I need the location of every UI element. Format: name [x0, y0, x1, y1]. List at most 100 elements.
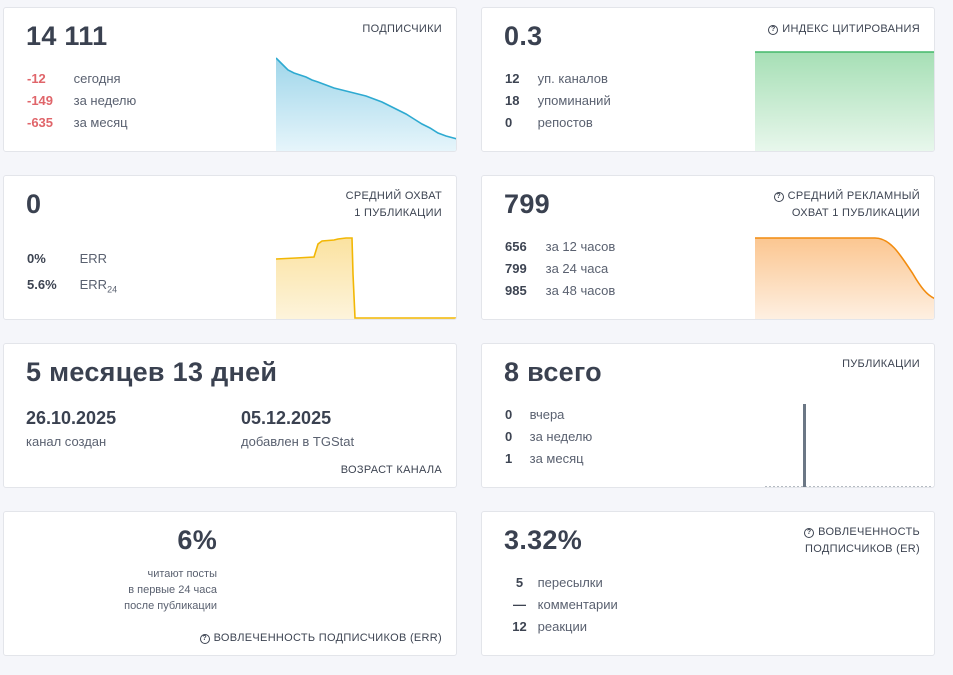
info-icon[interactable]: ?	[768, 25, 779, 35]
added-label: добавлен в TGStat	[241, 434, 355, 449]
subscribers-today-row: -12 сегодня	[27, 70, 121, 88]
citation-card[interactable]: 0.3 ? ИНДЕКС ЦИТИРОВАНИЯ 12 уп. каналов 1…	[481, 7, 935, 152]
ad-reach-48h-row: 985 за 48 часов	[505, 282, 615, 300]
citation-label: ? ИНДЕКС ЦИТИРОВАНИЯ	[768, 21, 920, 38]
ad-reach-24h-row: 799 за 24 часа	[505, 260, 608, 278]
ad-reach-label-line2: ОХВАТ 1 ПУБЛИКАЦИИ	[791, 207, 920, 219]
ad-reach-12h-row: 656 за 12 часов	[505, 238, 615, 256]
reach-err24-row: 5.6% ERR24	[27, 276, 118, 295]
channel-age-label: ВОЗРАСТ КАНАЛА	[340, 464, 442, 476]
publications-card[interactable]: 8 всего ПУБЛИКАЦИИ 0 вчера 0 за неделю 1…	[481, 343, 935, 488]
er-comments-value: —	[513, 597, 526, 612]
subscribers-month-value: -635	[27, 115, 54, 130]
publications-yesterday-row: 0 вчера	[505, 406, 564, 424]
reach-err24-value: 5.6%	[27, 277, 57, 292]
ad-reach-12h-label: за 12 часов	[545, 239, 616, 254]
er-value: 3.32%	[504, 525, 583, 555]
ad-reach-48h-label: за 48 часов	[545, 283, 616, 298]
ad-reach-line	[755, 237, 934, 299]
er-card[interactable]: 3.32% ? ВОВЛЕЧЕННОСТЬ ПОДПИСЧИКОВ (ER) 5 …	[481, 511, 935, 656]
reach-err-row: 0% ERR	[27, 250, 107, 268]
ad-reach-sparkline[interactable]	[755, 234, 935, 320]
citation-area	[755, 52, 934, 151]
subscribers-sparkline[interactable]	[276, 56, 457, 151]
subscribers-area	[276, 58, 456, 151]
info-icon[interactable]: ?	[199, 634, 210, 644]
publications-week-row: 0 за неделю	[505, 428, 592, 446]
reach-label-line1: СРЕДНИЙ ОХВАТ	[345, 190, 442, 202]
citation-reposts-label: репостов	[537, 115, 593, 130]
info-icon[interactable]: ?	[804, 528, 815, 538]
publications-total: 8 всего	[504, 357, 602, 387]
reach-label: СРЕДНИЙ ОХВАТ 1 ПУБЛИКАЦИИ	[346, 188, 442, 222]
er-reactions-value: 12	[512, 619, 527, 634]
ad-reach-area	[755, 238, 934, 319]
citation-mentions-row: 18 упоминаний	[505, 92, 611, 110]
subscribers-week-label: за неделю	[73, 93, 137, 108]
er-label: ? ВОВЛЕЧЕННОСТЬ ПОДПИСЧИКОВ (ER)	[804, 524, 920, 558]
citation-reposts-value: 0	[505, 115, 513, 130]
ad-reach-24h-value: 799	[505, 261, 527, 276]
reach-err-value: 0%	[27, 251, 46, 266]
er-reactions-label: реакции	[537, 619, 587, 634]
ad-reach-value: 799	[504, 189, 550, 219]
citation-mentions-label: упоминаний	[537, 93, 611, 108]
reach-err24-label: ERR24	[79, 277, 118, 295]
ad-reach-48h-value: 985	[505, 283, 527, 298]
citation-reposts-row: 0 репостов	[505, 114, 593, 132]
publications-week-value: 0	[505, 429, 513, 444]
publications-barchart[interactable]	[755, 402, 935, 488]
subscribers-month-label: за месяц	[73, 115, 128, 130]
channel-age-value: 5 месяцев 13 дней	[26, 357, 278, 387]
err-value: 6%	[177, 525, 217, 555]
citation-index-value: 0.3	[504, 21, 543, 51]
reach-sparkline[interactable]	[276, 234, 457, 320]
err-desc-line2: в первые 24 часа	[128, 584, 217, 596]
publications-month-label: за месяц	[529, 451, 584, 466]
err-label-text: ВОВЛЕЧЕННОСТЬ ПОДПИСЧИКОВ (ERR)	[213, 632, 442, 644]
publications-month-row: 1 за месяц	[505, 450, 584, 468]
reach-line	[276, 237, 456, 319]
reach-card[interactable]: 0 СРЕДНИЙ ОХВАТ 1 ПУБЛИКАЦИИ 0% ERR 5.6%…	[3, 175, 457, 320]
created-date: 26.10.2025	[26, 408, 117, 428]
added-date: 05.12.2025	[241, 408, 332, 428]
citation-channels-label: уп. каналов	[537, 71, 608, 86]
er-forwards-value: 5	[515, 575, 524, 590]
ad-reach-label-line1: ? СРЕДНИЙ РЕКЛАМНЫЙ	[773, 188, 920, 205]
subscribers-count: 14 111	[26, 21, 108, 51]
subscribers-today-label: сегодня	[73, 71, 121, 86]
citation-sparkline[interactable]	[755, 50, 935, 151]
subscribers-week-value: -149	[27, 93, 54, 108]
er-reactions-row: 12 реакции	[505, 618, 587, 636]
publications-yesterday-value: 0	[505, 407, 513, 422]
info-icon[interactable]: ?	[773, 192, 784, 202]
subscribers-line	[276, 57, 456, 140]
citation-channels-row: 12 уп. каналов	[505, 70, 608, 88]
ad-reach-label: ? СРЕДНИЙ РЕКЛАМНЫЙ ОХВАТ 1 ПУБЛИКАЦИИ	[773, 188, 920, 222]
er-comments-row: — комментарии	[505, 596, 618, 614]
publications-yesterday-label: вчера	[529, 407, 565, 422]
citation-channels-value: 12	[505, 71, 520, 86]
ad-reach-12h-value: 656	[505, 239, 527, 254]
subscribers-month-row: -635 за месяц	[27, 114, 128, 132]
reach-label-line2: 1 ПУБЛИКАЦИИ	[354, 207, 442, 219]
publications-week-label: за неделю	[529, 429, 593, 444]
publications-month-value: 1	[505, 451, 513, 466]
err-desc-line1: читают посты	[147, 568, 217, 580]
er-label-line2: ПОДПИСЧИКОВ (ER)	[805, 543, 920, 555]
created-label: канал создан	[26, 434, 107, 449]
err-desc-line3: после публикации	[124, 600, 217, 612]
err-description: читают посты в первые 24 часа после публ…	[124, 566, 217, 614]
subscribers-card[interactable]: 14 111 ПОДПИСЧИКИ -12 сегодня -149 за не…	[3, 7, 457, 152]
reach-err-label: ERR	[79, 251, 108, 266]
err-card[interactable]: 6% читают посты в первые 24 часа после п…	[3, 511, 457, 656]
publications-bar	[803, 404, 806, 487]
channel-age-card[interactable]: 5 месяцев 13 дней 26.10.2025 канал созда…	[3, 343, 457, 488]
er-comments-label: комментарии	[537, 597, 618, 612]
ad-reach-card[interactable]: 799 ? СРЕДНИЙ РЕКЛАМНЫЙ ОХВАТ 1 ПУБЛИКАЦИ…	[481, 175, 935, 320]
subscribers-label: ПОДПИСЧИКИ	[362, 23, 442, 35]
citation-label-text: ИНДЕКС ЦИТИРОВАНИЯ	[782, 23, 920, 35]
er-label-line1: ? ВОВЛЕЧЕННОСТЬ	[804, 524, 920, 541]
reach-area	[276, 238, 456, 319]
er-forwards-row: 5 пересылки	[505, 574, 603, 592]
